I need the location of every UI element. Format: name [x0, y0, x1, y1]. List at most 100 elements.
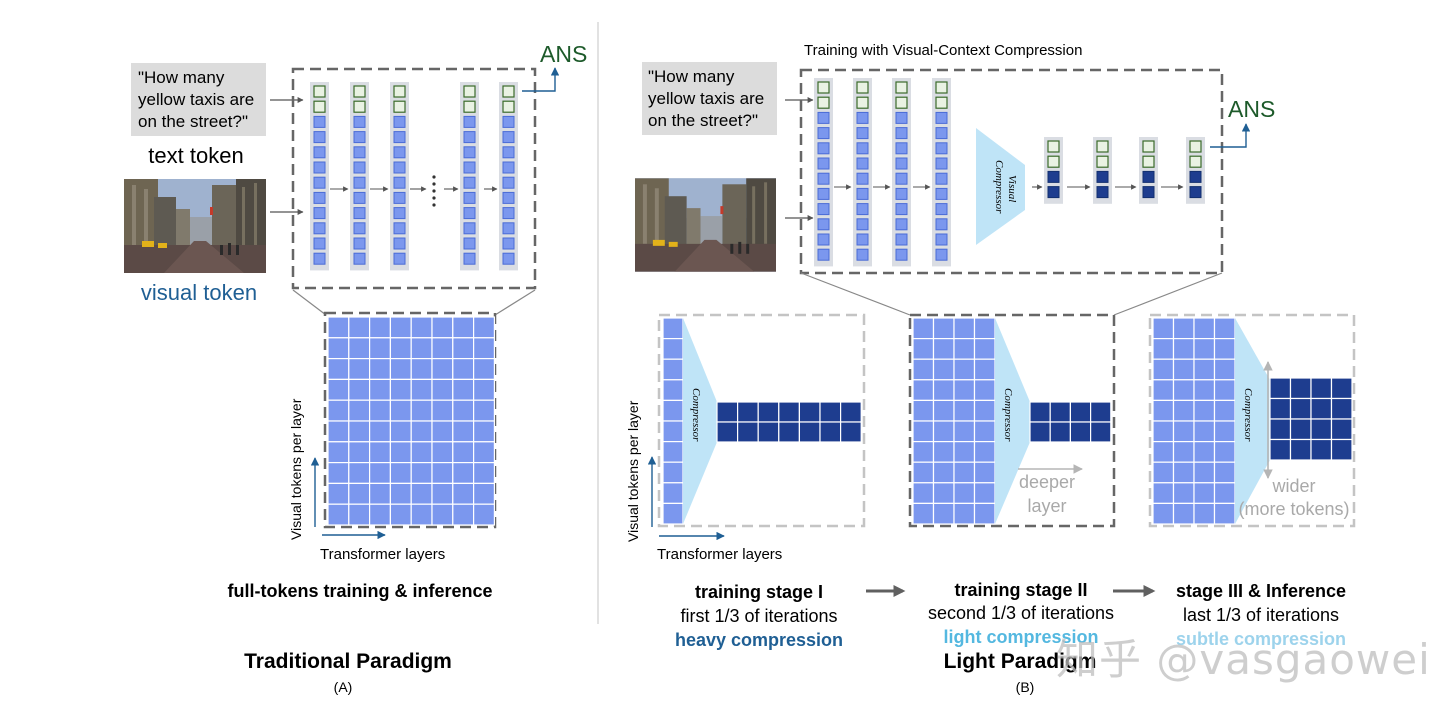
text-token [502, 85, 515, 98]
grid-token [452, 316, 475, 339]
left-zoom-line-r [494, 289, 536, 316]
visual-token [856, 187, 869, 200]
grid-token [1193, 502, 1216, 525]
visual-token [817, 157, 830, 170]
visual-token [895, 248, 908, 261]
grid-token [389, 462, 412, 485]
grid-token [932, 379, 955, 401]
right-visual-compressor-label-1: Visual [1006, 175, 1018, 202]
left-xaxis-label: Transformer layers [320, 546, 445, 563]
wider-label-2: (more tokens) [1238, 499, 1349, 519]
grid-token [452, 399, 475, 422]
compressed-token [1069, 401, 1092, 423]
text-token [313, 100, 326, 113]
visual-token [1096, 170, 1109, 183]
visual-token [393, 115, 406, 128]
grid-token [912, 358, 935, 381]
grid-token [473, 503, 496, 526]
grid-token [932, 461, 955, 484]
text-token [1189, 155, 1202, 168]
stage2-compressor [995, 318, 1030, 524]
visual-token [393, 222, 406, 235]
visual-token [895, 127, 908, 140]
stage1-compressed-tokens [716, 401, 862, 443]
visual-token [1189, 186, 1202, 199]
grid-token [1193, 358, 1216, 381]
grid-token [389, 337, 412, 360]
visual-token [393, 161, 406, 174]
visual-token [463, 146, 476, 159]
visual-token [502, 131, 515, 144]
grid-token [912, 317, 935, 340]
visual-token [463, 191, 476, 204]
right-tag: (B) [1016, 679, 1035, 695]
grid-token [1172, 338, 1195, 360]
left-panel: "How many yellow taxis are on the street… [124, 41, 587, 695]
visual-token [856, 218, 869, 231]
right-street-photo [635, 178, 776, 271]
left-yaxis-label: Visual tokens per layer [288, 398, 304, 540]
right-question-line-2: yellow taxis are [648, 89, 764, 108]
visual-token [935, 127, 948, 140]
visual-token [817, 142, 830, 155]
stage2-compressor-label: Compressor [1002, 388, 1014, 442]
grid-token [369, 441, 392, 464]
right-paradigm-title: Light Paradigm [944, 650, 1097, 673]
right-question-box [642, 62, 777, 135]
grid-token [953, 441, 976, 463]
text-token [856, 81, 869, 94]
text-token [1096, 140, 1109, 153]
grid-token [1213, 317, 1236, 340]
grid-token [389, 358, 412, 381]
grid-token [327, 358, 350, 381]
visual-token [393, 191, 406, 204]
left-question-box [131, 63, 266, 136]
grid-token [348, 441, 371, 464]
visual-token [856, 172, 869, 185]
left-question-line-1: "How many [138, 68, 225, 87]
right-layer-columns [814, 78, 1205, 267]
grid-token [662, 379, 684, 401]
visual-token [1047, 186, 1060, 199]
grid-token [452, 441, 475, 464]
grid-token [431, 441, 454, 464]
grid-token [1172, 399, 1195, 422]
grid-token [953, 358, 976, 381]
stage3-sub: last 1/3 of iterations [1183, 605, 1339, 625]
grid-token [410, 399, 433, 422]
grid-token [1193, 482, 1216, 504]
visual-token [935, 157, 948, 170]
grid-token [1172, 482, 1195, 504]
visual-token [856, 203, 869, 216]
grid-token [410, 462, 433, 485]
grid-token [431, 358, 454, 381]
left-text-token-label: text token [148, 143, 243, 168]
grid-token [431, 399, 454, 422]
grid-token [431, 337, 454, 360]
compressed-token [778, 421, 800, 443]
grid-token [662, 358, 684, 381]
visual-token [856, 157, 869, 170]
grid-token [1213, 482, 1236, 504]
grid-token [327, 399, 350, 422]
text-token [1189, 140, 1202, 153]
visual-token [895, 233, 908, 246]
grid-token [369, 378, 392, 401]
grid-token [973, 317, 996, 340]
grid-token [912, 399, 935, 422]
deeper-label-1: deeper [1019, 472, 1075, 492]
visual-token [817, 127, 830, 140]
grid-token [662, 482, 684, 504]
visual-token [817, 248, 830, 261]
visual-token [393, 207, 406, 220]
right-transformer-box [799, 68, 1224, 275]
text-token [1047, 155, 1060, 168]
visual-token [895, 203, 908, 216]
visual-token [502, 222, 515, 235]
visual-token [463, 222, 476, 235]
visual-token [856, 111, 869, 124]
left-token-grid [327, 316, 496, 526]
compressed-token [736, 421, 759, 443]
visual-token [935, 172, 948, 185]
compressed-token [1330, 438, 1353, 461]
